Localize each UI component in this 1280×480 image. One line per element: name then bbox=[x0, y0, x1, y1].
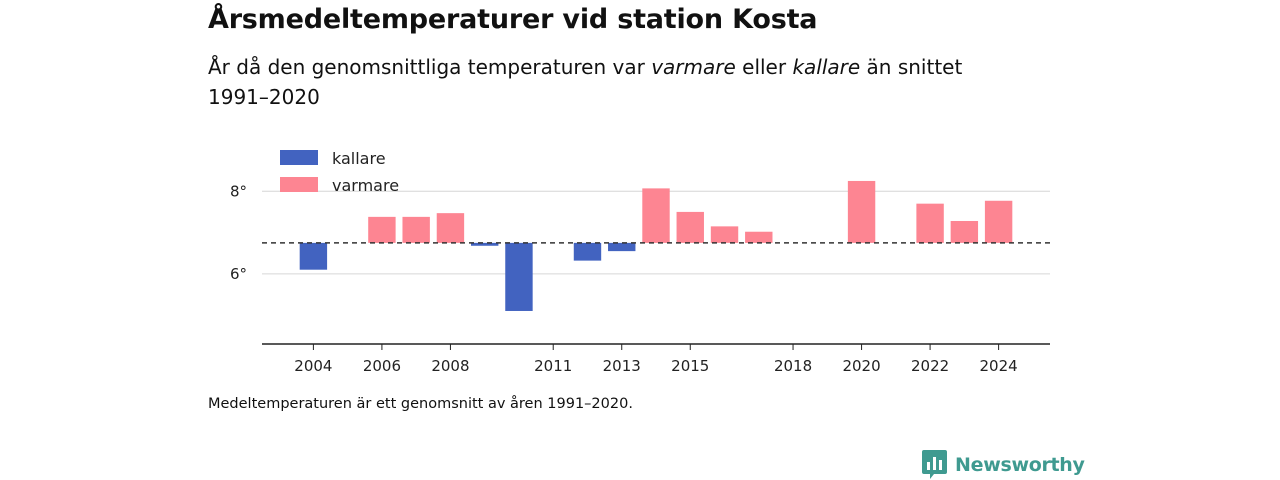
x-tick-label-2018: 2018 bbox=[774, 357, 812, 375]
legend-swatch-kallare bbox=[280, 150, 318, 165]
subtitle-text-pre: År då den genomsnittliga temperaturen va… bbox=[208, 55, 652, 79]
subtitle-warm: varmare bbox=[651, 55, 736, 79]
bar-2008 bbox=[436, 213, 465, 243]
x-tick-label-2006: 2006 bbox=[363, 357, 401, 375]
x-axis-labels: 2004 2006 2008 2011 2013 2015 2018 2020 2022 2024 bbox=[294, 344, 1018, 375]
bar-2017 bbox=[745, 231, 773, 243]
x-tick-label-2024: 2024 bbox=[980, 357, 1018, 375]
bar-2004 bbox=[299, 242, 328, 270]
bar-2007 bbox=[402, 216, 430, 243]
subtitle-text-post: än snittet 1991–2020 bbox=[208, 55, 963, 109]
newsworthy-logo-icon bbox=[922, 450, 947, 479]
y-axis-labels: 6° 8° bbox=[230, 182, 247, 283]
bar-2009 bbox=[470, 242, 499, 246]
chart-bars bbox=[299, 180, 1013, 311]
bar-2022 bbox=[916, 203, 944, 243]
x-tick-label-2015: 2015 bbox=[671, 357, 709, 375]
x-tick-label-2011: 2011 bbox=[534, 357, 572, 375]
x-tick-label-2013: 2013 bbox=[603, 357, 641, 375]
x-tick-label-2020: 2020 bbox=[842, 357, 880, 375]
subtitle-cold: kallare bbox=[792, 55, 861, 79]
page-title: Årsmedeltemperaturer vid station Kosta bbox=[208, 4, 818, 35]
subtitle-text-mid: eller bbox=[735, 55, 793, 79]
y-tick-label-8: 8° bbox=[230, 182, 247, 200]
bar-chart: 6° 8° 2004 2006 2008 2011 2013 2015 2018 2020 202… bbox=[230, 149, 1050, 375]
bar-2014 bbox=[642, 188, 670, 243]
bar-2024 bbox=[984, 200, 1013, 243]
bar-2006 bbox=[368, 216, 396, 243]
bar-2010 bbox=[505, 242, 533, 311]
x-tick-label-2022: 2022 bbox=[911, 357, 949, 375]
bar-2013 bbox=[608, 242, 636, 252]
footnote: Medeltemperaturen är ett genomsnitt av å… bbox=[208, 396, 633, 412]
y-tick-label-6: 6° bbox=[230, 265, 247, 283]
brand-logo[interactable]: Newsworthy bbox=[922, 450, 1085, 479]
bar-2020 bbox=[847, 180, 876, 243]
brand-name: Newsworthy bbox=[955, 453, 1085, 476]
legend-swatch-varmare bbox=[280, 177, 318, 192]
bar-2023 bbox=[950, 220, 979, 243]
x-tick-label-2008: 2008 bbox=[431, 357, 469, 375]
chart-legend: kallare varmare bbox=[280, 149, 399, 195]
page-subtitle: År då den genomsnittliga temperaturen va… bbox=[208, 52, 1028, 112]
bar-2016 bbox=[710, 226, 739, 243]
legend-label-varmare: varmare bbox=[332, 176, 399, 195]
bar-2015 bbox=[676, 211, 704, 243]
x-tick-label-2004: 2004 bbox=[294, 357, 332, 375]
legend-label-kallare: kallare bbox=[332, 149, 386, 168]
bar-2012 bbox=[573, 242, 602, 261]
